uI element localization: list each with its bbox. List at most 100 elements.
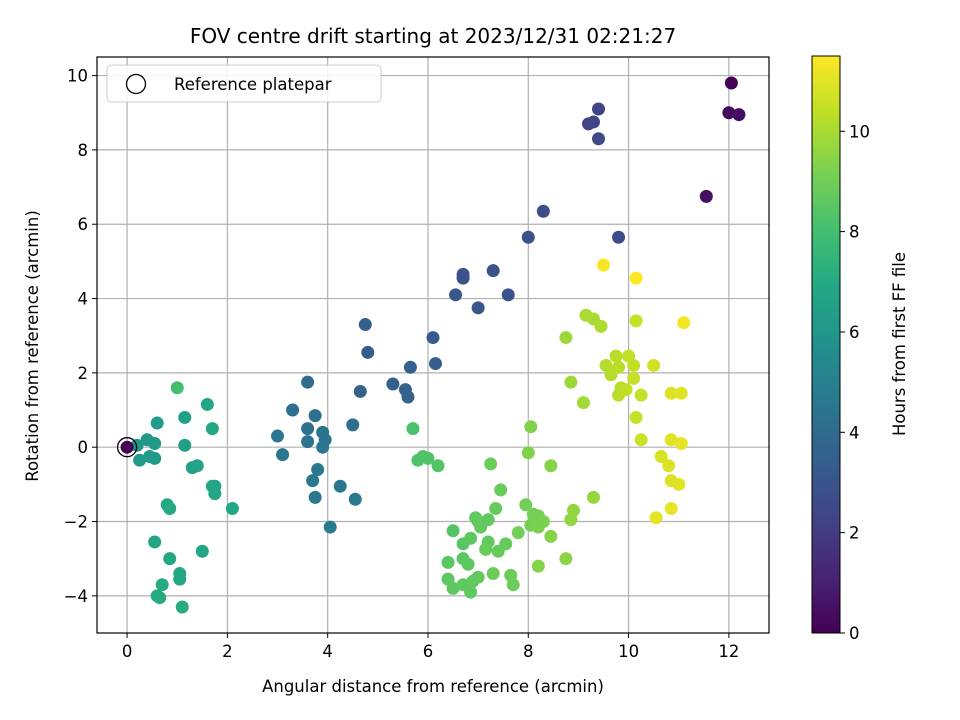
y-axis-label: Rotation from reference (arcmin) xyxy=(23,210,42,482)
scatter-point xyxy=(559,552,573,566)
scatter-point xyxy=(531,559,545,573)
scatter-point xyxy=(449,288,463,302)
scatter-point xyxy=(634,388,648,402)
scatter-point xyxy=(426,331,440,345)
y-axis-ticks: −4 −2 0 2 4 6 8 10 xyxy=(64,67,97,606)
scatter-point xyxy=(471,301,485,315)
y-tick-label: −2 xyxy=(64,513,88,532)
scatter-point xyxy=(441,555,455,569)
scatter-point xyxy=(353,384,367,398)
scatter-point xyxy=(464,585,478,599)
colorbar-tick-label: 0 xyxy=(849,624,860,643)
scatter-point xyxy=(481,513,495,527)
scatter-point xyxy=(654,449,668,463)
y-tick-label: 8 xyxy=(78,141,89,160)
scatter-point xyxy=(521,446,535,460)
scatter-point xyxy=(148,535,162,549)
scatter-point xyxy=(479,542,493,556)
scatter-point xyxy=(308,490,322,504)
scatter-point xyxy=(672,477,686,491)
scatter-point xyxy=(133,453,147,467)
legend-marker-open-circle xyxy=(125,73,147,95)
scatter-point xyxy=(519,498,533,512)
scatter-point xyxy=(130,438,144,452)
scatter-point xyxy=(148,436,162,450)
scatter-point xyxy=(484,457,498,471)
scatter-point xyxy=(173,572,187,586)
scatter-point xyxy=(429,357,443,371)
scatter-point xyxy=(732,108,746,122)
scatter-point xyxy=(286,403,300,417)
x-tick-label: 6 xyxy=(423,642,434,661)
scatter-point xyxy=(471,570,485,584)
scatter-point xyxy=(612,230,626,244)
scatter-point xyxy=(586,115,600,129)
scatter-point xyxy=(155,578,169,592)
scatter-point xyxy=(629,314,643,328)
scatter-point xyxy=(311,462,325,476)
scatter-point xyxy=(591,132,605,146)
colorbar-tick-label: 4 xyxy=(849,423,860,442)
scatter-point xyxy=(175,600,189,614)
scatter-point xyxy=(170,381,184,395)
legend: Reference platepar xyxy=(106,64,382,103)
scatter-point xyxy=(461,557,475,571)
x-axis-ticks: 0 2 4 6 8 10 12 xyxy=(122,633,739,661)
scatter-point xyxy=(674,436,688,450)
scatter-point xyxy=(629,410,643,424)
colorbar-tick-label: 8 xyxy=(849,223,860,242)
scatter-point xyxy=(722,106,736,120)
scatter-point xyxy=(178,410,192,424)
scatter-point xyxy=(627,358,641,372)
scatter-point xyxy=(446,581,460,595)
scatter-point xyxy=(348,492,362,506)
x-tick-label: 2 xyxy=(222,642,233,661)
scatter-point xyxy=(647,358,661,372)
chart-title: FOV centre drift starting at 2023/12/31 … xyxy=(190,24,676,48)
scatter-point xyxy=(619,383,633,397)
colorbar: 0 2 4 6 8 10 xyxy=(811,55,870,643)
scatter-point xyxy=(511,526,525,540)
scatter-point xyxy=(431,459,445,473)
scatter-point xyxy=(301,435,315,449)
scatter-point xyxy=(506,578,520,592)
x-axis-label: Angular distance from reference (arcmin) xyxy=(262,677,604,696)
scatter-point xyxy=(664,386,678,400)
reference-platepar-marker xyxy=(116,437,138,458)
scatter-point xyxy=(629,271,643,285)
scatter-point xyxy=(153,591,167,605)
scatter-point xyxy=(501,288,515,302)
scatter-point xyxy=(456,271,470,285)
scatter-point xyxy=(308,409,322,423)
scatter-point xyxy=(346,418,360,432)
scatter-point xyxy=(544,459,558,473)
y-tick-label: 10 xyxy=(67,67,88,86)
scatter-point xyxy=(664,433,678,447)
scatter-point xyxy=(150,416,164,430)
colorbar-label: Hours from first FF file xyxy=(890,252,909,436)
x-tick-label: 12 xyxy=(718,642,739,661)
scatter-point xyxy=(301,375,315,389)
grid-lines xyxy=(97,57,769,633)
scatter-point xyxy=(591,102,605,116)
scatter-point xyxy=(724,76,738,90)
scatter-point xyxy=(662,459,676,473)
scatter-point xyxy=(524,420,538,434)
scatter-point xyxy=(677,316,691,330)
scatter-point xyxy=(486,264,500,278)
x-tick-label: 0 xyxy=(122,642,133,661)
scatter-point xyxy=(323,520,337,534)
scatter-point xyxy=(674,386,688,400)
colorbar-tick-label: 2 xyxy=(849,524,860,543)
scatter-points xyxy=(130,76,746,614)
colorbar-ticks: 0 2 4 6 8 10 xyxy=(840,122,870,643)
y-tick-label: 6 xyxy=(78,215,89,234)
scatter-point xyxy=(649,511,663,525)
scatter-point xyxy=(205,422,219,436)
scatter-point xyxy=(597,258,611,272)
scatter-point xyxy=(609,349,623,363)
scatter-point xyxy=(446,524,460,538)
scatter-point xyxy=(333,479,347,493)
x-tick-label: 10 xyxy=(618,642,639,661)
colorbar-tick-label: 6 xyxy=(849,323,860,342)
